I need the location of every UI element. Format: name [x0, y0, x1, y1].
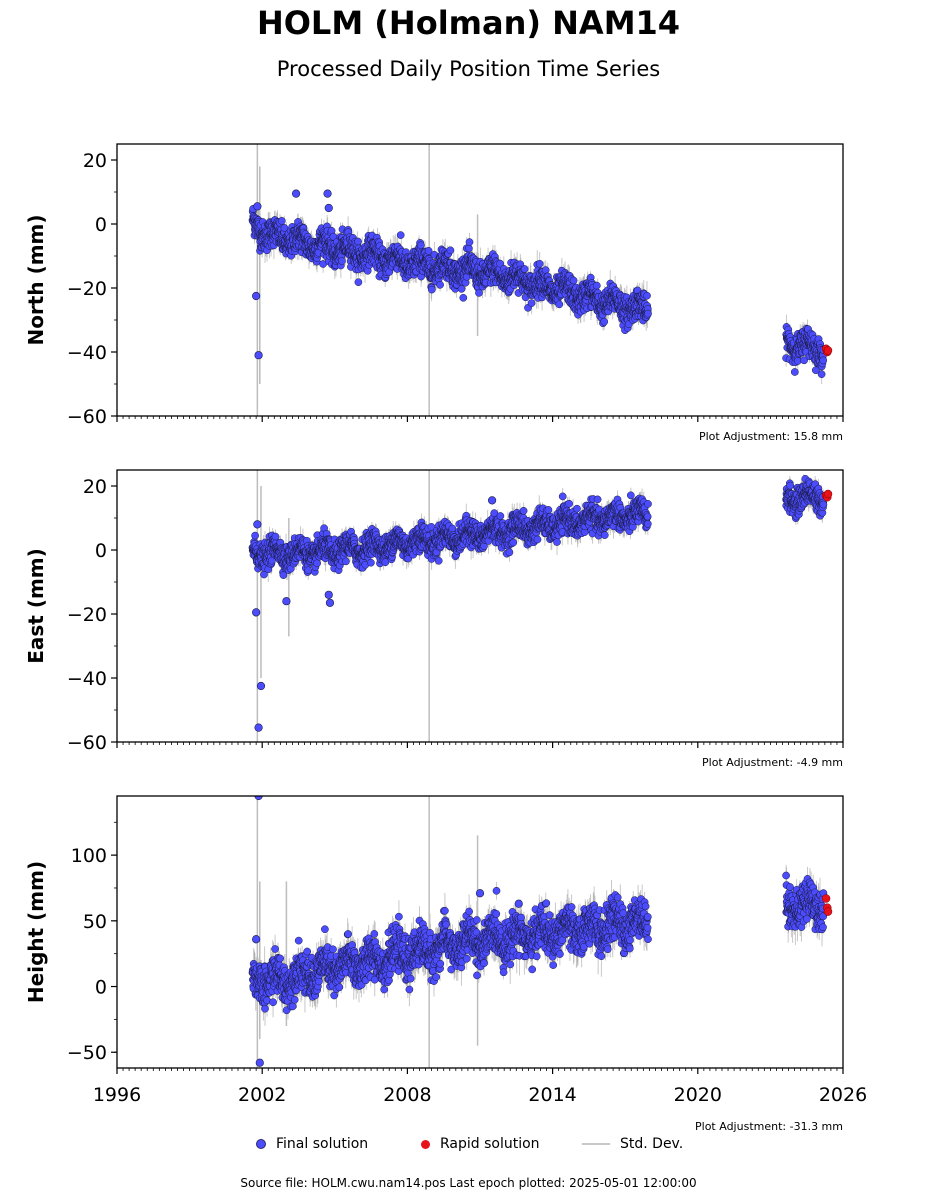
final-solution-point [643, 291, 651, 300]
final-solution-point [304, 566, 313, 575]
final-solution-point [338, 257, 346, 265]
final-solution-point [271, 532, 280, 541]
final-solution-point [446, 246, 455, 255]
final-solution-outlier [324, 203, 333, 213]
y-tick-label: −60 [67, 406, 107, 428]
y-tick-label: −20 [67, 278, 107, 300]
plot-adjustment-note: Plot Adjustment: 15.8 mm [699, 430, 843, 443]
final-solution-point [800, 356, 808, 365]
final-solution-point [417, 241, 425, 250]
y-tick-label: 0 [95, 214, 107, 236]
final-solution-point [520, 265, 529, 273]
final-solution-outlier [254, 351, 263, 360]
final-solution-point [396, 231, 405, 239]
final-solution-point [541, 266, 550, 274]
plot-area [248, 144, 833, 416]
page-subtitle: Processed Daily Position Time Series [276, 57, 661, 81]
plot-area [248, 470, 833, 742]
y-tick-label: 20 [83, 150, 107, 172]
final-solution-point [535, 259, 544, 268]
final-solution-outlier [323, 189, 332, 198]
final-solution-point [354, 237, 362, 246]
final-solution-point [459, 293, 468, 302]
final-solution-point [354, 278, 363, 287]
final-solution-outlier [291, 189, 301, 198]
final-solution-point [555, 300, 564, 309]
final-solution-point [600, 317, 609, 326]
final-solution-point [569, 276, 578, 285]
final-solution-points [248, 189, 828, 379]
final-solution-point [436, 280, 444, 289]
final-solution-point [475, 289, 483, 297]
final-solution-point [817, 370, 826, 379]
final-solution-point [592, 281, 601, 290]
final-solution-point [819, 356, 828, 365]
final-solution-point [465, 238, 474, 246]
y-tick-label: −40 [67, 342, 107, 364]
final-solution-point [427, 285, 436, 294]
final-solution-point [527, 299, 536, 307]
final-solution-point [790, 368, 799, 376]
final-solution-point [457, 285, 466, 293]
final-solution-point [342, 557, 350, 566]
final-solution-point [424, 246, 433, 255]
final-solution-point [644, 309, 652, 318]
final-solution-point [277, 217, 286, 225]
panel-1: 20 0 −20 −40 −60 North (mm) Plot Adjustment: 1… [24, 143, 844, 443]
final-solution-outlier [253, 202, 262, 211]
page-title: HOLM (Holman) NAM14 [256, 4, 681, 42]
rapid-solution-point [823, 346, 833, 355]
final-solution-outlier [252, 291, 261, 301]
final-solution-points [248, 474, 828, 732]
final-solution-point [251, 531, 259, 540]
final-solution-point [313, 559, 321, 568]
y-axis-label: North (mm) [24, 214, 48, 345]
